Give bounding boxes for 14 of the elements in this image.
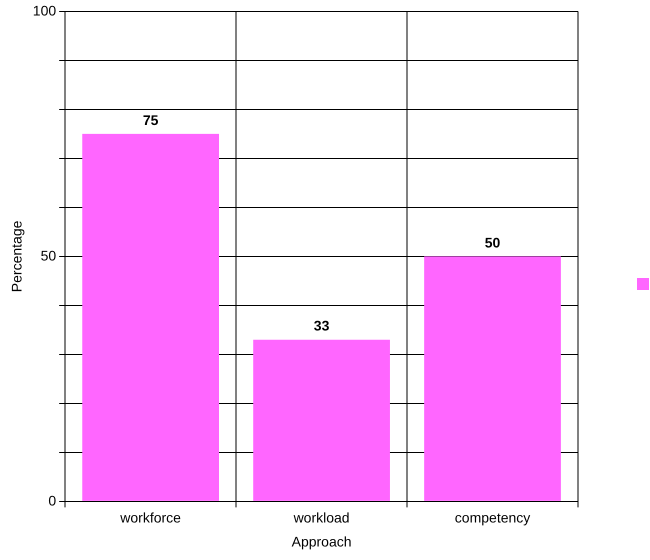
bar	[424, 256, 561, 501]
x-tick-label: workforce	[119, 510, 182, 526]
y-tick-label: 100	[32, 2, 56, 18]
y-axis-title: Percentage	[8, 220, 24, 292]
y-tick-label: 50	[40, 247, 56, 264]
bar	[253, 340, 390, 501]
bar	[82, 134, 220, 501]
x-tick-label: workload	[292, 510, 350, 526]
data-label: 33	[314, 318, 330, 334]
y-tick-label: 0	[48, 492, 56, 508]
data-label: 75	[142, 112, 159, 128]
x-axis-title: Approach	[292, 533, 352, 550]
data-label: 50	[484, 234, 501, 250]
x-tick-label: competency	[454, 510, 530, 526]
